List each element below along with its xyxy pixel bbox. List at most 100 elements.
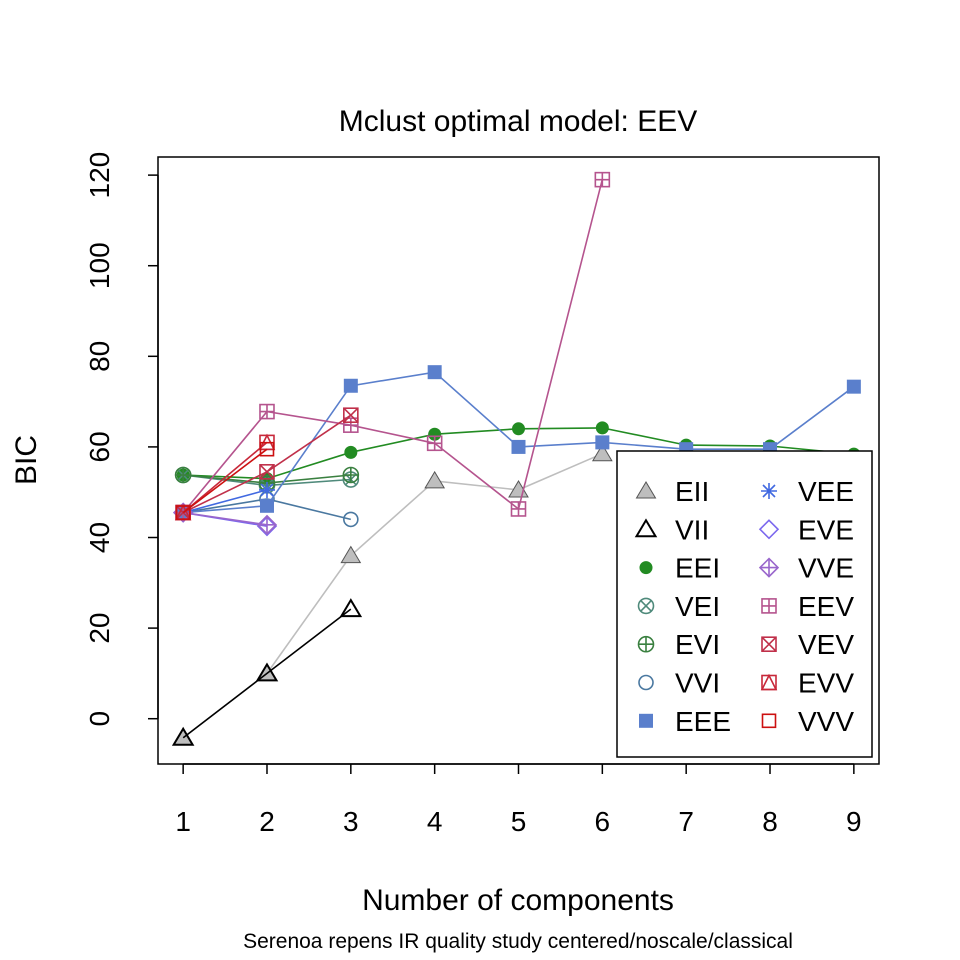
legend-label: EVE [798, 514, 854, 545]
legend-item-vee: VEE [761, 476, 854, 507]
legend-item-eee: EEE [639, 706, 731, 737]
y-tick-label: 80 [84, 341, 115, 372]
x-tick-label: 2 [259, 806, 275, 837]
y-tick-label: 100 [84, 242, 115, 289]
series-line-eev [182, 179, 604, 514]
data-point-eev [510, 501, 527, 517]
data-point-eii [424, 470, 446, 489]
y-tick-label: 60 [84, 431, 115, 462]
legend-marker-vve [758, 557, 780, 578]
legend-item-eev: EEV [761, 591, 854, 622]
legend-label: VVV [798, 706, 854, 737]
data-point-eee [595, 435, 610, 450]
legend-label: VEE [798, 476, 854, 507]
x-tick-label: 4 [427, 806, 443, 837]
data-point-eev [594, 171, 611, 188]
data-point-vee [258, 481, 275, 498]
x-tick-label: 9 [846, 806, 862, 837]
legend-marker-eei [639, 561, 653, 575]
x-tick-label: 6 [595, 806, 611, 837]
data-point-eee [259, 498, 274, 513]
legend-marker-vei [637, 597, 655, 615]
data-point-eee [511, 439, 526, 454]
legend-label: VII [675, 514, 709, 545]
legend-marker-vvv [761, 713, 777, 729]
legend-item-vii: VII [634, 514, 709, 545]
legend-marker-eve [758, 519, 780, 540]
series-line-vvv [182, 448, 268, 514]
legend-marker-evv [760, 673, 778, 691]
legend: EII VII EEI VEI EVI VVI EEE VEE EVE VVE EEV VEV EVV V… [616, 450, 873, 758]
legend-marker-vii [634, 518, 658, 538]
legend-label: EEV [798, 591, 854, 622]
x-tick-label: 7 [678, 806, 694, 837]
legend-marker-eii [635, 481, 657, 499]
legend-item-eii: EII [635, 476, 709, 507]
y-axis-label: BIC [10, 435, 43, 485]
data-point-vii [171, 726, 195, 746]
data-point-vvi [343, 511, 359, 528]
chart-title: Mclust optimal model: EEV [339, 105, 697, 138]
data-point-vve [256, 514, 278, 535]
data-point-vii [339, 598, 363, 618]
x-tick-label: 3 [343, 806, 359, 837]
series-line-evv [182, 441, 268, 514]
data-point-eev [343, 417, 359, 433]
legend-item-vvi: VVI [638, 668, 720, 699]
legend-marker-evi [637, 635, 655, 653]
y-tick-label: 120 [84, 152, 115, 199]
data-point-vev [259, 464, 275, 480]
x-tick-label: 5 [511, 806, 527, 837]
data-point-eev [259, 403, 275, 420]
series-eii [172, 443, 613, 746]
legend-marker-eev [761, 598, 777, 614]
axes: 1 2 3 4 5 6 7 8 9 0 20 40 60 80 100 120 [84, 152, 862, 837]
data-point-eei [512, 422, 525, 436]
y-tick-label: 0 [84, 711, 115, 727]
legend-item-vei: VEI [637, 591, 720, 622]
series-line-vii [182, 608, 352, 739]
data-point-eii [172, 727, 194, 746]
series-line-vee [182, 489, 268, 514]
legend-box [616, 450, 873, 758]
legend-marker-vvi [638, 674, 654, 691]
series-line-vev [182, 414, 352, 514]
data-point-vii [255, 662, 279, 682]
series-eev [175, 171, 611, 521]
legend-label: EEI [675, 553, 720, 584]
series-line-vve [183, 511, 268, 526]
legend-label: VVI [675, 668, 720, 699]
legend-label: VEV [798, 629, 854, 660]
series-vvv [175, 441, 275, 520]
series-vii [171, 598, 363, 746]
data-point-vvv [175, 505, 191, 520]
x-tick-label: 1 [175, 806, 191, 837]
series-eee [176, 365, 861, 520]
data-point-eev [426, 435, 443, 452]
legend-label: EVI [675, 629, 720, 660]
legend-label: EII [675, 476, 709, 507]
data-point-eei [428, 427, 442, 441]
data-point-eei [344, 445, 358, 459]
y-tick-label: 40 [84, 522, 115, 553]
data-point-evi [174, 466, 192, 484]
legend-item-evv: EVV [760, 668, 854, 699]
legend-item-eei: EEI [639, 553, 720, 584]
data-point-eee [846, 379, 861, 394]
data-point-evi [342, 466, 360, 484]
data-point-eii [591, 443, 613, 462]
data-point-eee [427, 365, 442, 380]
y-tick-label: 20 [84, 613, 115, 644]
data-point-vvv [259, 441, 275, 457]
x-tick-label: 8 [762, 806, 778, 837]
legend-item-eve: EVE [758, 514, 854, 545]
legend-marker-vev [761, 636, 777, 653]
series-vev [175, 407, 359, 521]
legend-label: EVV [798, 668, 854, 699]
legend-item-vev: VEV [761, 629, 854, 660]
legend-marker-eee [639, 713, 653, 728]
legend-item-vvv: VVV [761, 706, 854, 737]
data-point-eee [343, 378, 358, 393]
